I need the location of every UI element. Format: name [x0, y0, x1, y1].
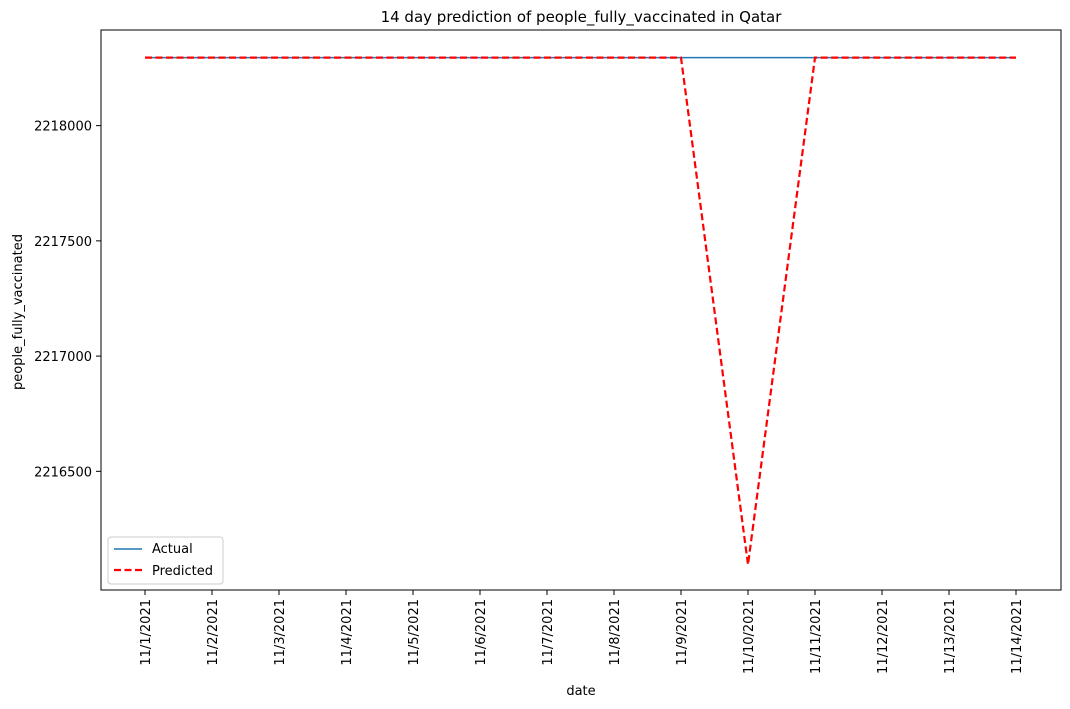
x-tick-label: 11/2/2021	[206, 599, 221, 666]
x-tick-label: 11/14/2021	[1010, 599, 1025, 674]
chart-title: 14 day prediction of people_fully_vaccin…	[381, 8, 783, 27]
y-tick-label: 2218000	[34, 120, 92, 135]
x-tick-label: 11/9/2021	[675, 599, 690, 666]
x-tick-label: 11/10/2021	[742, 599, 757, 674]
y-axis-ticks: 2216500 2217000 2217500 2218000	[34, 120, 101, 480]
legend-label-actual: Actual	[152, 542, 193, 557]
x-tick-label: 11/4/2021	[340, 599, 355, 666]
x-tick-label: 11/8/2021	[608, 599, 623, 666]
x-tick-label: 11/1/2021	[139, 599, 154, 666]
x-tick-label: 11/7/2021	[541, 599, 556, 666]
y-axis-label: people_fully_vaccinated	[11, 234, 26, 390]
x-tick-label: 11/5/2021	[407, 599, 422, 666]
x-axis-label: date	[566, 684, 595, 699]
plot-area-frame	[100, 29, 1062, 591]
x-axis-ticks: 11/1/2021 11/2/2021 11/3/2021 11/4/2021 11/5…	[139, 590, 1025, 674]
x-tick-label: 11/13/2021	[943, 599, 958, 674]
x-tick-label: 11/12/2021	[876, 599, 891, 674]
y-tick-label: 2217500	[34, 235, 92, 250]
legend: Actual Predicted	[107, 536, 224, 585]
y-tick-label: 2217000	[34, 350, 92, 365]
x-tick-label: 11/3/2021	[273, 599, 288, 666]
y-tick-label: 2216500	[34, 465, 92, 480]
legend-label-predicted: Predicted	[152, 564, 213, 579]
x-tick-label: 11/11/2021	[809, 599, 824, 674]
x-tick-label: 11/6/2021	[474, 599, 489, 666]
series-layer	[145, 56, 1016, 565]
series-line-predicted	[145, 56, 1016, 565]
